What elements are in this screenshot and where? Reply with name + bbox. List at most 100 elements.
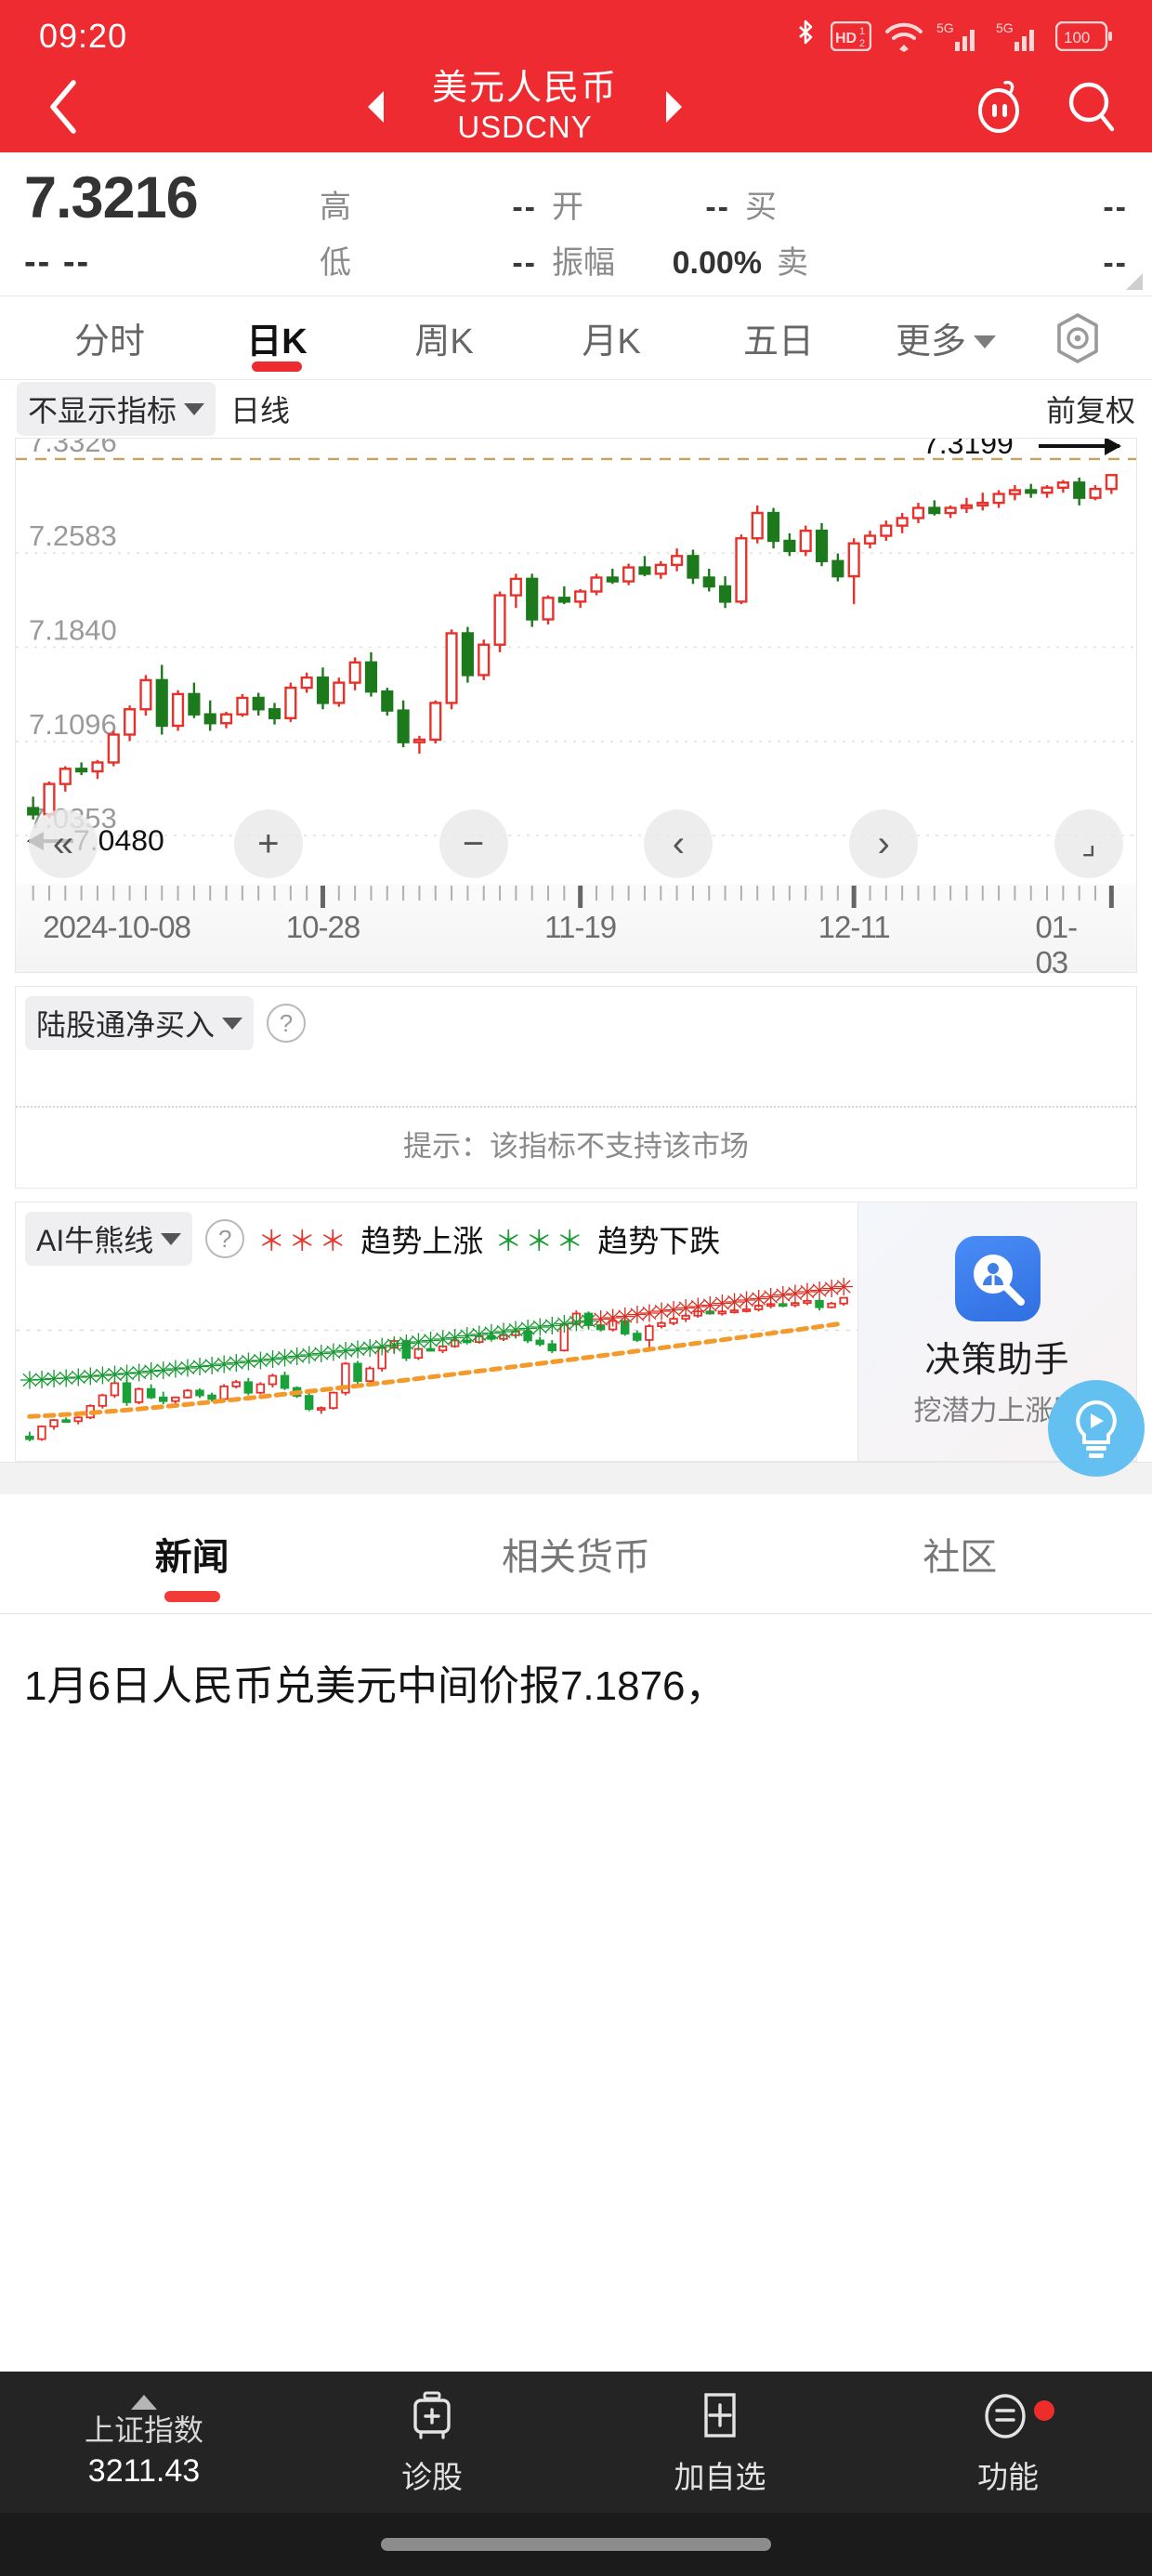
svg-text:✳: ✳: [614, 1303, 635, 1330]
nav-add-watchlist[interactable]: 加自选: [576, 2387, 864, 2497]
quote-buy-value-wrap: --: [777, 190, 1128, 226]
news-headline[interactable]: 1月6日人民币兑美元中间价报7.1876，: [24, 1663, 727, 1709]
tab-fenshi-label: 分时: [73, 322, 145, 361]
tab-weekly-k[interactable]: 周K: [360, 296, 528, 379]
nav-index-widget[interactable]: 上证指数 3211.43: [0, 2395, 288, 2490]
svg-text:✳: ✳: [396, 1331, 417, 1358]
svg-text:✳: ✳: [408, 1329, 429, 1356]
chart-control-bar: « + − ‹ › ⌟: [16, 809, 1136, 878]
nav-diagnose-stock[interactable]: 诊股: [288, 2387, 576, 2497]
zoom-out-button[interactable]: −: [439, 809, 508, 878]
tab-monthly-k[interactable]: 月K: [528, 296, 695, 379]
5g-signal-icon-2: 5G: [996, 20, 1034, 51]
sell-label: 卖: [777, 245, 808, 281]
svg-text:✳: ✳: [214, 1351, 235, 1378]
tab-fenshi[interactable]: 分时: [26, 296, 193, 379]
indicator-selector[interactable]: 不显示指标: [17, 382, 216, 436]
zoom-in-button[interactable]: +: [233, 809, 303, 878]
tab-daily-k-label: 日K: [246, 322, 308, 361]
triangle-right-icon[interactable]: [661, 88, 687, 125]
home-indicator[interactable]: [381, 2538, 771, 2551]
svg-text:✳: ✳: [760, 1284, 781, 1311]
svg-text:✳: ✳: [602, 1305, 623, 1332]
svg-text:✳: ✳: [20, 1367, 41, 1394]
svg-text:✳: ✳: [372, 1334, 393, 1360]
last-price: 7.3216: [24, 165, 199, 230]
fullscreen-glyph: ⌟: [1081, 826, 1096, 861]
collapse-left-button[interactable]: «: [29, 809, 98, 878]
buy-value: --: [1103, 190, 1128, 225]
tab-news[interactable]: 新闻: [0, 1494, 384, 1613]
quote-high-cell: 高: [320, 181, 351, 227]
question-icon[interactable]: ?: [205, 1219, 245, 1258]
hd-volte-icon: HD 1 2: [831, 21, 871, 51]
high-value: --: [512, 190, 537, 225]
chevron-down-icon: [222, 1017, 243, 1030]
svg-text:✳: ✳: [420, 1328, 441, 1355]
quote-low-value-wrap: --: [351, 245, 552, 282]
bluetooth-icon: [799, 20, 813, 45]
chart-settings-button[interactable]: [1029, 311, 1126, 365]
ai-bullbear-panel[interactable]: ✳ ✳ ✳ ✳ ✳ ✳ ✳ ✳ ✳ ✳ ✳ ✳ ✳ ✳ ✳ ✳ ✳ ✳ ✳ ✳ ✳ ✳ ✳ ✳ ✳ ✳ ✳ ✳ ✳ ✳ ✳ ✳ ✳ ✳ ✳ ✳ ✳ ✳ ✳ ✳…: [15, 1202, 858, 1462]
wifi-icon: [885, 22, 923, 52]
tab-monthly-k-label: 月K: [582, 322, 641, 361]
magnifier-person-icon: [954, 1235, 1041, 1321]
battery-icon: 100: [1055, 21, 1112, 51]
open-label: 开: [552, 190, 583, 225]
adjust-type-label[interactable]: 前复权: [1045, 394, 1135, 427]
quote-low-cell: 低: [320, 237, 351, 283]
northbound-indicator-label: 陆股通净买入: [36, 1008, 216, 1042]
title-bar: 美元人民币 USDCNY: [0, 70, 1152, 152]
question-icon[interactable]: ?: [267, 1004, 307, 1043]
svg-text:✳: ✳: [748, 1285, 769, 1312]
svg-text:✳: ✳: [238, 1348, 259, 1375]
period-tab-bar: 分时 日K 周K 月K 五日 更多: [0, 296, 1152, 380]
5g-signal-icon: 5G: [936, 20, 975, 51]
search-icon[interactable]: [1063, 77, 1120, 137]
northbound-indicator-selector[interactable]: 陆股通净买入: [25, 996, 255, 1050]
svg-text:✳: ✳: [116, 1360, 137, 1387]
status-bar-clock: 09:20: [39, 17, 128, 55]
expand-corner-icon[interactable]: [1126, 273, 1143, 290]
ai-indicator-selector[interactable]: AI牛熊线: [25, 1212, 193, 1266]
svg-text:✳: ✳: [566, 1309, 587, 1336]
robot-icon[interactable]: [970, 77, 1028, 137]
index-value: 3211.43: [87, 2452, 201, 2489]
tab-daily-k[interactable]: 日K: [193, 296, 360, 379]
svg-text:✳: ✳: [724, 1289, 745, 1316]
tab-community[interactable]: 社区: [768, 1494, 1152, 1613]
scroll-left-button[interactable]: ‹: [644, 809, 713, 878]
triangle-left-icon[interactable]: [363, 88, 389, 125]
svg-text:✳: ✳: [639, 1300, 661, 1327]
svg-text:✳: ✳: [384, 1332, 405, 1359]
back-button[interactable]: [32, 78, 97, 136]
svg-text:✳: ✳: [444, 1324, 465, 1351]
svg-text:✳: ✳: [104, 1361, 125, 1388]
svg-text:✳: ✳: [700, 1292, 721, 1319]
quote-row-2: -- -- 低 -- 振幅 0.00% 卖 --: [24, 222, 1128, 283]
tab-more-label: 更多: [895, 322, 966, 361]
svg-text:✳: ✳: [335, 1338, 357, 1365]
title-center: 美元人民币 USDCNY: [97, 70, 953, 144]
tab-five-day[interactable]: 五日: [695, 296, 862, 379]
nav-function-label: 功能: [977, 2460, 1039, 2494]
candlestick-chart[interactable]: 7.33267.25837.18407.10967.03537.31997.04…: [15, 438, 1137, 884]
svg-text:✳: ✳: [92, 1362, 113, 1389]
fullscreen-button[interactable]: ⌟: [1054, 809, 1123, 878]
tab-more[interactable]: 更多: [862, 296, 1029, 379]
sell-value: --: [1103, 245, 1128, 281]
svg-text:7.3326: 7.3326: [29, 439, 117, 458]
section-divider: [0, 1462, 1152, 1494]
tab-related-currency[interactable]: 相关货币: [384, 1494, 767, 1613]
scroll-right-button[interactable]: ›: [849, 809, 919, 878]
svg-text:✳: ✳: [590, 1307, 611, 1334]
nav-function-menu[interactable]: 功能: [864, 2387, 1152, 2497]
svg-text:✳: ✳: [32, 1366, 53, 1393]
scroll-left-glyph: ‹: [672, 823, 686, 864]
svg-text:✳: ✳: [772, 1282, 793, 1309]
quote-panel: 7.3216 高 -- 开 -- 买 -- -- --: [0, 152, 1152, 296]
svg-text:✳: ✳: [226, 1350, 247, 1377]
svg-text:✳: ✳: [493, 1319, 515, 1346]
svg-text:1: 1: [859, 26, 865, 37]
lightbulb-play-icon[interactable]: [1048, 1380, 1145, 1477]
